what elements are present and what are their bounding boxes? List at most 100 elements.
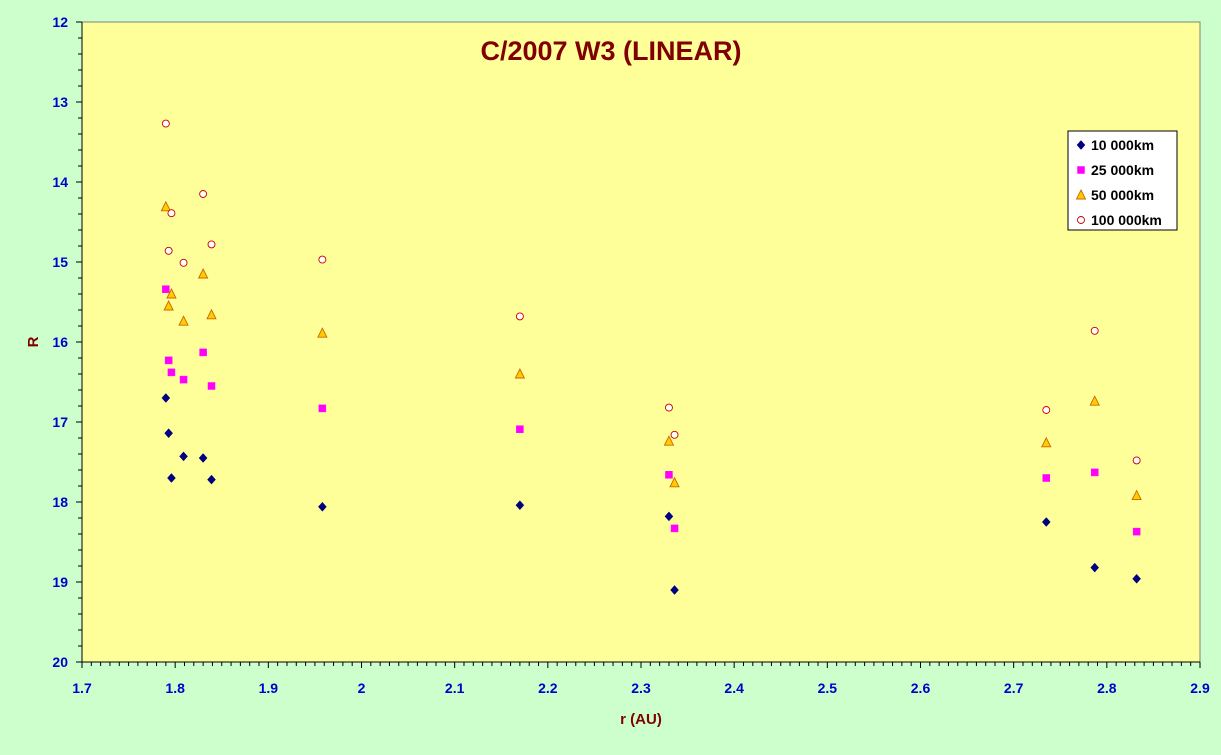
legend-entry: 50 000km [1075,187,1154,203]
data-point [167,473,176,483]
legend-label: 25 000km [1091,162,1154,178]
series-square [162,285,1141,536]
data-point [1090,326,1099,335]
data-point [670,585,679,595]
x-tick-label: 1.9 [259,680,279,696]
x-tick-label: 1.8 [165,680,185,696]
x-tick-label: 2.4 [724,680,744,696]
x-tick-label: 2.3 [631,680,651,696]
y-tick-label: 13 [52,94,68,110]
legend-marker [1075,188,1087,200]
legend-label: 50 000km [1091,187,1154,203]
x-tick-label: 2.2 [538,680,558,696]
data-point [1042,406,1051,414]
y-tick-label: 14 [52,174,68,190]
x-tick-label: 1.7 [72,680,92,696]
legend-marker [1077,216,1085,224]
data-point [160,200,172,212]
data-point [179,375,188,384]
x-tick-label: 2.7 [1004,680,1024,696]
data-point [207,240,216,249]
data-point [1089,395,1100,406]
data-point [663,435,675,446]
data-point [1041,436,1052,448]
data-point [317,327,328,338]
data-point [166,287,177,299]
data-point [1090,468,1099,477]
data-point [178,315,189,326]
x-tick-label: 2.1 [445,680,465,696]
chart-title: C/2007 W3 (LINEAR) [480,36,741,66]
data-point [1132,573,1141,584]
data-points [160,119,1142,595]
y-tick-label: 18 [52,494,68,510]
legend-entry: 100 000km [1077,212,1162,228]
y-tick-label: 15 [52,254,68,270]
data-point [515,500,525,511]
data-point [162,285,170,293]
data-point [318,404,327,413]
x-tick-label: 2 [358,680,366,696]
data-point [1132,456,1141,465]
y-tick-label: 17 [52,414,68,430]
series-circle [161,119,1141,465]
data-point [197,267,209,279]
data-point [664,511,674,522]
y-tick-label: 12 [52,14,68,30]
data-point [179,451,188,462]
legend-marker [1076,140,1086,150]
y-tick-label: 20 [52,654,68,670]
data-point [199,190,208,198]
data-point [1132,527,1141,536]
data-point [1131,489,1142,501]
legend-box [1067,130,1178,231]
data-point [163,299,174,311]
data-point [179,258,188,267]
data-point [161,393,171,403]
data-point [167,368,176,377]
axes: 1.7 1.8 1.9 2 2.1 2.2 2.3 2.4 2.5 2.6 2.7 2.8 2.9 12 1… [52,14,1210,696]
data-point [670,524,679,533]
x-axis-title: r (AU) [620,711,662,728]
data-point [206,308,217,320]
data-point [515,312,524,321]
legend: 10 000km 25 000km 50 000km 100 000km [1067,130,1178,231]
legend-entry: 25 000km [1077,162,1154,178]
data-point [164,246,173,255]
data-point [164,428,173,439]
series-diamond [161,393,1141,595]
data-point [1041,517,1051,527]
y-axis-title: R [25,336,42,347]
data-point [516,425,524,433]
data-point [669,476,680,488]
data-point [665,471,673,479]
data-point [207,474,216,485]
data-point [199,348,207,357]
data-point [161,119,170,128]
legend-marker [1077,166,1085,174]
x-tick-label: 2.9 [1190,680,1210,696]
data-point [514,367,526,379]
data-point [207,382,216,390]
y-tick-label: 16 [52,334,68,350]
x-tick-label: 2.8 [1097,680,1117,696]
plot-area [81,21,1201,663]
legend-entry: 10 000km [1076,137,1154,153]
data-point [318,501,327,512]
data-point [198,453,208,463]
x-tick-label: 2.6 [911,680,931,696]
data-point [167,209,176,218]
legend-label: 10 000km [1091,137,1154,153]
legend-label: 100 000km [1091,212,1162,228]
data-point [665,403,673,412]
series-triangle [160,200,1142,501]
y-tick-label: 19 [52,574,68,590]
data-point [318,255,327,264]
data-point [670,430,679,439]
data-point [1042,474,1051,482]
x-tick-label: 2.5 [818,680,838,696]
data-point [1090,562,1100,573]
data-point [164,356,173,365]
